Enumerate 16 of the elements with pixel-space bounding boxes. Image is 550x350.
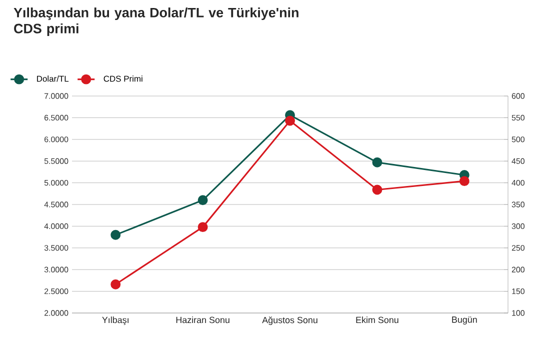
point [198, 195, 208, 206]
x-tick-label: Yılbaşı [102, 316, 128, 325]
point [110, 230, 121, 240]
point [285, 116, 295, 126]
chart-title: Yılbaşından bu yana Dolar/TL ve Türkiye'nin CDS primi [14, 8, 298, 36]
x-tick-label: Ekim Sonu [356, 316, 398, 324]
point [110, 279, 121, 290]
x-tick-label: Bugün [452, 316, 477, 325]
legend-label: CDS Primi [104, 76, 142, 82]
x-tick-label: Haziran Sonu [176, 316, 230, 324]
point [459, 176, 470, 186]
point [372, 157, 382, 168]
legend-label: Dolar/TL [37, 76, 69, 82]
point [198, 222, 208, 232]
x-tick-label: Ağustos Sonu [262, 316, 318, 325]
point [372, 184, 382, 195]
